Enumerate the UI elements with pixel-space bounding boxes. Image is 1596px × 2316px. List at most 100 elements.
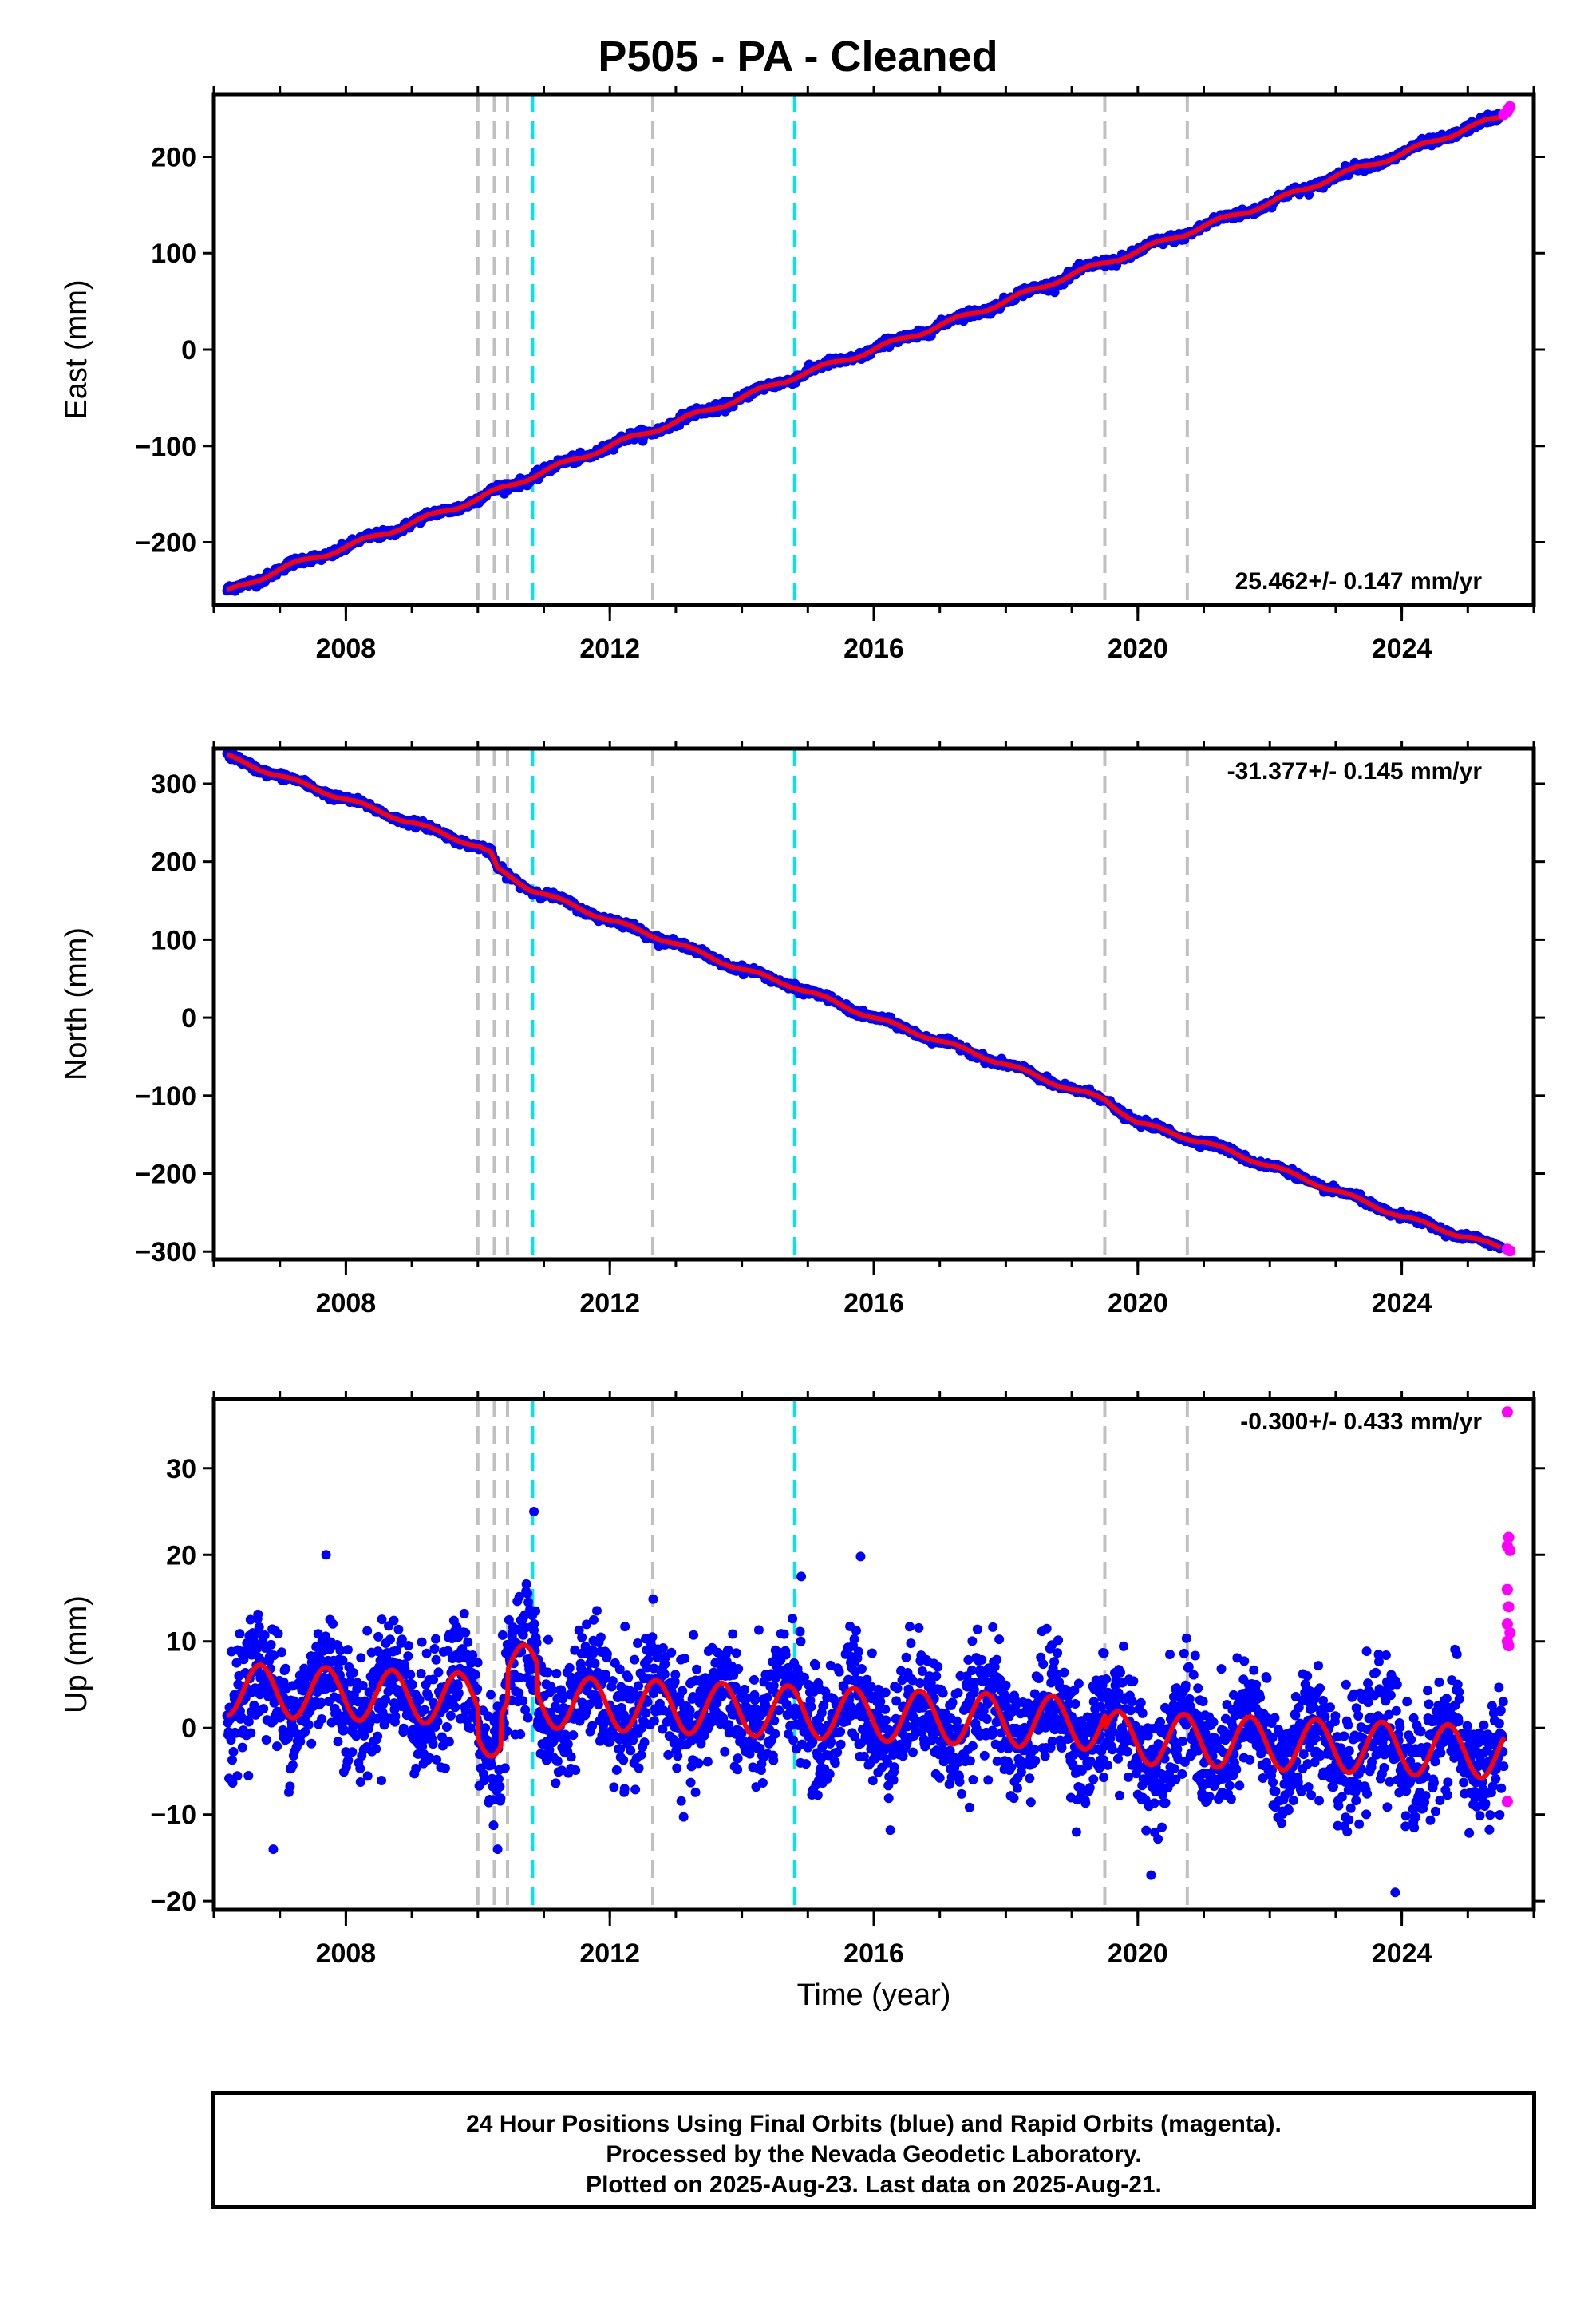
data-point xyxy=(342,1645,353,1655)
data-point xyxy=(836,1726,846,1737)
data-point xyxy=(389,1615,399,1626)
x-tick-label: 2012 xyxy=(579,634,640,664)
data-point xyxy=(416,1668,426,1678)
data-point xyxy=(516,1729,526,1740)
data-point xyxy=(589,1614,599,1625)
data-point xyxy=(362,1626,373,1636)
data-point xyxy=(618,1755,629,1765)
data-point xyxy=(780,1650,791,1660)
data-point xyxy=(634,1763,644,1773)
x-tick-label: 2012 xyxy=(579,1288,640,1318)
rapid-data-point xyxy=(1504,1245,1516,1257)
y-tick-label: 100 xyxy=(151,925,196,955)
data-point xyxy=(433,1667,444,1678)
data-point xyxy=(630,1654,640,1665)
data-point xyxy=(287,1760,298,1770)
data-point xyxy=(414,1695,425,1705)
data-point xyxy=(371,1744,381,1754)
data-point xyxy=(641,1708,651,1718)
data-point xyxy=(543,1634,553,1645)
data-point xyxy=(788,1614,798,1624)
data-point xyxy=(630,1784,641,1795)
data-point xyxy=(277,1647,287,1658)
data-point xyxy=(623,1672,634,1682)
data-point xyxy=(531,1638,542,1648)
data-point xyxy=(543,1667,553,1678)
x-tick-label: 2020 xyxy=(1108,634,1168,664)
data-point xyxy=(552,1756,563,1766)
data-point xyxy=(348,1667,358,1678)
rapid-data-point xyxy=(1504,101,1516,113)
data-point xyxy=(523,1713,533,1723)
data-point xyxy=(227,1755,237,1765)
data-point xyxy=(757,1778,768,1788)
data-point xyxy=(568,1730,579,1741)
data-point xyxy=(317,1714,327,1725)
data-point xyxy=(690,1787,701,1797)
y-tick-label: 0 xyxy=(181,1003,196,1034)
data-point xyxy=(405,1670,416,1680)
data-point xyxy=(518,1696,528,1706)
x-tick-label: 2008 xyxy=(316,1288,377,1318)
data-point xyxy=(768,1755,779,1765)
data-point xyxy=(328,1618,338,1629)
y-tick-label: 200 xyxy=(151,848,196,878)
data-point xyxy=(749,1674,759,1685)
data-point xyxy=(495,1781,505,1792)
x-tick-label: 2016 xyxy=(843,634,904,664)
data-point xyxy=(306,1738,317,1749)
data-point xyxy=(733,1663,744,1674)
north-rapid-points xyxy=(1501,1243,1516,1257)
data-point xyxy=(749,1695,760,1705)
data-point xyxy=(273,1629,283,1639)
data-point xyxy=(619,1784,630,1794)
data-point xyxy=(672,1763,682,1773)
data-point xyxy=(692,1664,702,1674)
y-tick-label: −300 xyxy=(135,1237,196,1267)
data-point xyxy=(254,1622,264,1632)
y-tick-label: −200 xyxy=(135,528,196,559)
data-point xyxy=(685,1705,695,1716)
data-point xyxy=(403,1651,413,1662)
data-point xyxy=(649,1716,659,1726)
data-point xyxy=(678,1812,689,1822)
data-point xyxy=(826,1737,836,1747)
data-point xyxy=(571,1765,581,1776)
data-point xyxy=(496,1793,506,1804)
data-point xyxy=(595,1632,606,1642)
x-tick-label: 2008 xyxy=(316,634,377,664)
y-tick-label: 0 xyxy=(181,335,196,366)
data-point xyxy=(420,1705,430,1715)
chart-title: P505 - PA - Cleaned xyxy=(598,33,998,81)
data-point xyxy=(428,1739,438,1749)
data-point xyxy=(673,1751,683,1761)
data-point xyxy=(373,1631,384,1642)
data-point xyxy=(523,1588,533,1599)
data-point xyxy=(355,1763,365,1773)
east-y-axis-title: East (mm) xyxy=(60,279,93,419)
data-point xyxy=(480,1723,491,1733)
data-point xyxy=(429,1644,440,1654)
data-point xyxy=(377,1776,387,1786)
data-point xyxy=(450,1702,460,1713)
data-point xyxy=(403,1641,413,1651)
data-point xyxy=(235,1629,245,1639)
data-point xyxy=(531,1606,541,1616)
data-point xyxy=(796,1636,806,1646)
data-point xyxy=(693,1758,704,1769)
data-point xyxy=(834,1666,844,1677)
data-point xyxy=(497,1630,508,1640)
x-tick-label: 2016 xyxy=(843,1288,904,1318)
data-point xyxy=(463,1637,473,1647)
data-point xyxy=(529,1618,539,1629)
data-point xyxy=(810,1660,820,1670)
data-point xyxy=(795,1626,805,1637)
data-point xyxy=(659,1669,670,1679)
data-point xyxy=(607,1676,618,1686)
data-point xyxy=(237,1742,247,1753)
east-rapid-points xyxy=(1498,101,1516,121)
data-point xyxy=(373,1731,383,1741)
data-point xyxy=(563,1739,573,1749)
